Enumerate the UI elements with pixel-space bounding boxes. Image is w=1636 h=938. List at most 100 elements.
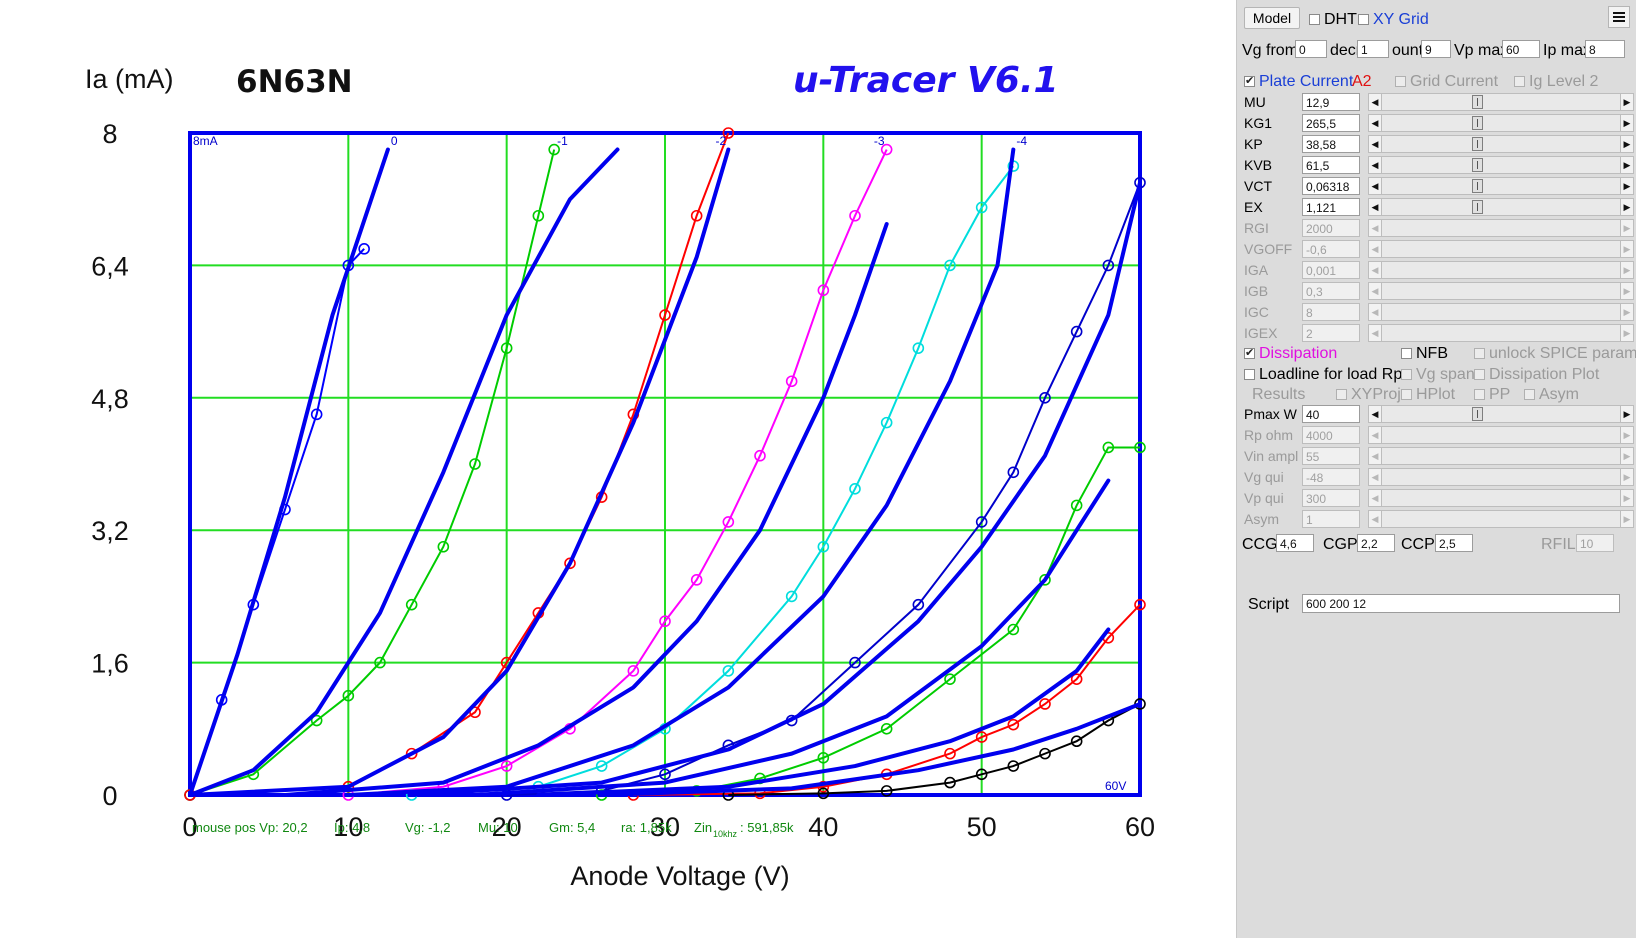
param-input-rp-ohm[interactable]: 4000 bbox=[1302, 426, 1360, 444]
xy-grid-checkbox[interactable]: XY Grid bbox=[1358, 11, 1429, 29]
slider-left-arrow-icon[interactable]: ◀ bbox=[1369, 220, 1382, 236]
param-slider-rp-ohm[interactable]: ◀ ▶ bbox=[1368, 426, 1634, 444]
param-input-vgoff[interactable]: -0,6 bbox=[1302, 240, 1360, 258]
slider-thumb[interactable] bbox=[1472, 200, 1483, 214]
param-slider-vct[interactable]: ◀ ▶ bbox=[1368, 177, 1634, 195]
slider-left-arrow-icon[interactable]: ◀ bbox=[1369, 262, 1382, 278]
slider-thumb[interactable] bbox=[1472, 137, 1483, 151]
slider-right-arrow-icon[interactable]: ▶ bbox=[1620, 94, 1633, 110]
slider-right-arrow-icon[interactable]: ▶ bbox=[1620, 220, 1633, 236]
param-input-vct[interactable]: 0,06318 bbox=[1302, 177, 1360, 195]
slider-left-arrow-icon[interactable]: ◀ bbox=[1369, 94, 1382, 110]
ig-level2-checkbox-box[interactable] bbox=[1514, 76, 1525, 87]
dissipation-plot-checkbox[interactable]: Dissipation Plot bbox=[1474, 366, 1599, 384]
pp-checkbox[interactable]: PP bbox=[1474, 386, 1510, 404]
slider-right-arrow-icon[interactable]: ▶ bbox=[1620, 157, 1633, 173]
grid-current-checkbox[interactable]: Grid Current bbox=[1395, 73, 1498, 91]
param-slider-vg-qui[interactable]: ◀ ▶ bbox=[1368, 468, 1634, 486]
param-input-igc[interactable]: 8 bbox=[1302, 303, 1360, 321]
slider-left-arrow-icon[interactable]: ◀ bbox=[1369, 136, 1382, 152]
slider-right-arrow-icon[interactable]: ▶ bbox=[1620, 283, 1633, 299]
param-input-kg1[interactable]: 265,5 bbox=[1302, 114, 1360, 132]
param-slider-igb[interactable]: ◀ ▶ bbox=[1368, 282, 1634, 300]
slider-right-arrow-icon[interactable]: ▶ bbox=[1620, 304, 1633, 320]
ip-max-input[interactable]: 8 bbox=[1585, 40, 1625, 58]
slider-right-arrow-icon[interactable]: ▶ bbox=[1620, 199, 1633, 215]
slider-left-arrow-icon[interactable]: ◀ bbox=[1369, 199, 1382, 215]
slider-left-arrow-icon[interactable]: ◀ bbox=[1369, 115, 1382, 131]
param-input-pmax-w[interactable]: 40 bbox=[1302, 405, 1360, 423]
slider-right-arrow-icon[interactable]: ▶ bbox=[1620, 136, 1633, 152]
slider-left-arrow-icon[interactable]: ◀ bbox=[1369, 511, 1382, 527]
param-slider-igex[interactable]: ◀ ▶ bbox=[1368, 324, 1634, 342]
xy-grid-checkbox-box[interactable] bbox=[1358, 14, 1369, 25]
dissipation-checkbox[interactable]: Dissipation bbox=[1244, 345, 1337, 363]
decr-input[interactable]: 1 bbox=[1357, 40, 1389, 58]
param-input-mu[interactable]: 12,9 bbox=[1302, 93, 1360, 111]
dht-checkbox-box[interactable] bbox=[1309, 14, 1320, 25]
param-input-kp[interactable]: 38,58 bbox=[1302, 135, 1360, 153]
slider-left-arrow-icon[interactable]: ◀ bbox=[1369, 178, 1382, 194]
slider-left-arrow-icon[interactable]: ◀ bbox=[1369, 157, 1382, 173]
param-input-igb[interactable]: 0,3 bbox=[1302, 282, 1360, 300]
hplot-checkbox[interactable]: HPlot bbox=[1401, 386, 1455, 404]
xyproj-checkbox-box[interactable] bbox=[1336, 389, 1347, 400]
slider-left-arrow-icon[interactable]: ◀ bbox=[1369, 283, 1382, 299]
nfb-checkbox[interactable]: NFB bbox=[1401, 345, 1448, 363]
slider-left-arrow-icon[interactable]: ◀ bbox=[1369, 469, 1382, 485]
param-slider-mu[interactable]: ◀ ▶ bbox=[1368, 93, 1634, 111]
script-input[interactable]: 600 200 12 bbox=[1302, 594, 1620, 613]
param-input-vp-qui[interactable]: 300 bbox=[1302, 489, 1360, 507]
param-slider-kvb[interactable]: ◀ ▶ bbox=[1368, 156, 1634, 174]
nfb-checkbox-box[interactable] bbox=[1401, 348, 1412, 359]
param-slider-asym[interactable]: ◀ ▶ bbox=[1368, 510, 1634, 528]
vg-span-checkbox-box[interactable] bbox=[1401, 369, 1412, 380]
loadline-checkbox[interactable]: Loadline for load Rp bbox=[1244, 366, 1402, 384]
slider-left-arrow-icon[interactable]: ◀ bbox=[1369, 304, 1382, 320]
slider-right-arrow-icon[interactable]: ▶ bbox=[1620, 325, 1633, 341]
slider-left-arrow-icon[interactable]: ◀ bbox=[1369, 406, 1382, 422]
slider-right-arrow-icon[interactable]: ▶ bbox=[1620, 262, 1633, 278]
characteristic-plot[interactable]: 0 10 20 30 40 50 60 0 1,6 3,2 4,8 6,4 8 0 -1 -2 -3 -4 8mA 6… bbox=[0, 0, 1236, 938]
slider-right-arrow-icon[interactable]: ▶ bbox=[1620, 406, 1633, 422]
param-slider-kp[interactable]: ◀ ▶ bbox=[1368, 135, 1634, 153]
dissipation-checkbox-box[interactable] bbox=[1244, 346, 1255, 359]
slider-right-arrow-icon[interactable]: ▶ bbox=[1620, 241, 1633, 257]
slider-right-arrow-icon[interactable]: ▶ bbox=[1620, 427, 1633, 443]
slider-thumb[interactable] bbox=[1472, 179, 1483, 193]
ccp-input[interactable]: 2,5 bbox=[1435, 534, 1473, 552]
slider-right-arrow-icon[interactable]: ▶ bbox=[1620, 448, 1633, 464]
param-input-igex[interactable]: 2 bbox=[1302, 324, 1360, 342]
unlock-spice-checkbox-box[interactable] bbox=[1474, 348, 1485, 359]
param-input-asym[interactable]: 1 bbox=[1302, 510, 1360, 528]
param-slider-vin-ampl[interactable]: ◀ ▶ bbox=[1368, 447, 1634, 465]
rfil-input[interactable]: 10 bbox=[1576, 534, 1614, 552]
slider-thumb[interactable] bbox=[1472, 95, 1483, 109]
asym-checkbox-box[interactable] bbox=[1524, 389, 1535, 400]
loadline-checkbox-box[interactable] bbox=[1244, 369, 1255, 380]
slider-thumb[interactable] bbox=[1472, 116, 1483, 130]
slider-right-arrow-icon[interactable]: ▶ bbox=[1620, 469, 1633, 485]
slider-right-arrow-icon[interactable]: ▶ bbox=[1620, 511, 1633, 527]
unlock-spice-checkbox[interactable]: unlock SPICE params bbox=[1474, 345, 1636, 363]
param-slider-rgi[interactable]: ◀ ▶ bbox=[1368, 219, 1634, 237]
slider-left-arrow-icon[interactable]: ◀ bbox=[1369, 427, 1382, 443]
slider-left-arrow-icon[interactable]: ◀ bbox=[1369, 241, 1382, 257]
param-slider-ex[interactable]: ◀ ▶ bbox=[1368, 198, 1634, 216]
hplot-checkbox-box[interactable] bbox=[1401, 389, 1412, 400]
asym-checkbox[interactable]: Asym bbox=[1524, 386, 1579, 404]
param-slider-pmax-w[interactable]: ◀ ▶ bbox=[1368, 405, 1634, 423]
slider-right-arrow-icon[interactable]: ▶ bbox=[1620, 490, 1633, 506]
slider-thumb[interactable] bbox=[1472, 407, 1483, 421]
slider-thumb[interactable] bbox=[1472, 158, 1483, 172]
param-input-iga[interactable]: 0,001 bbox=[1302, 261, 1360, 279]
dht-checkbox[interactable]: DHT bbox=[1309, 11, 1357, 29]
param-input-ex[interactable]: 1,121 bbox=[1302, 198, 1360, 216]
param-input-vin-ampl[interactable]: 55 bbox=[1302, 447, 1360, 465]
vp-max-input[interactable]: 60 bbox=[1502, 40, 1540, 58]
vg-span-checkbox[interactable]: Vg span bbox=[1401, 366, 1475, 384]
pp-checkbox-box[interactable] bbox=[1474, 389, 1485, 400]
plate-current-checkbox-box[interactable] bbox=[1244, 74, 1255, 87]
plate-current-checkbox[interactable]: Plate Current bbox=[1244, 73, 1353, 91]
vg-from-input[interactable]: 0 bbox=[1295, 40, 1327, 58]
